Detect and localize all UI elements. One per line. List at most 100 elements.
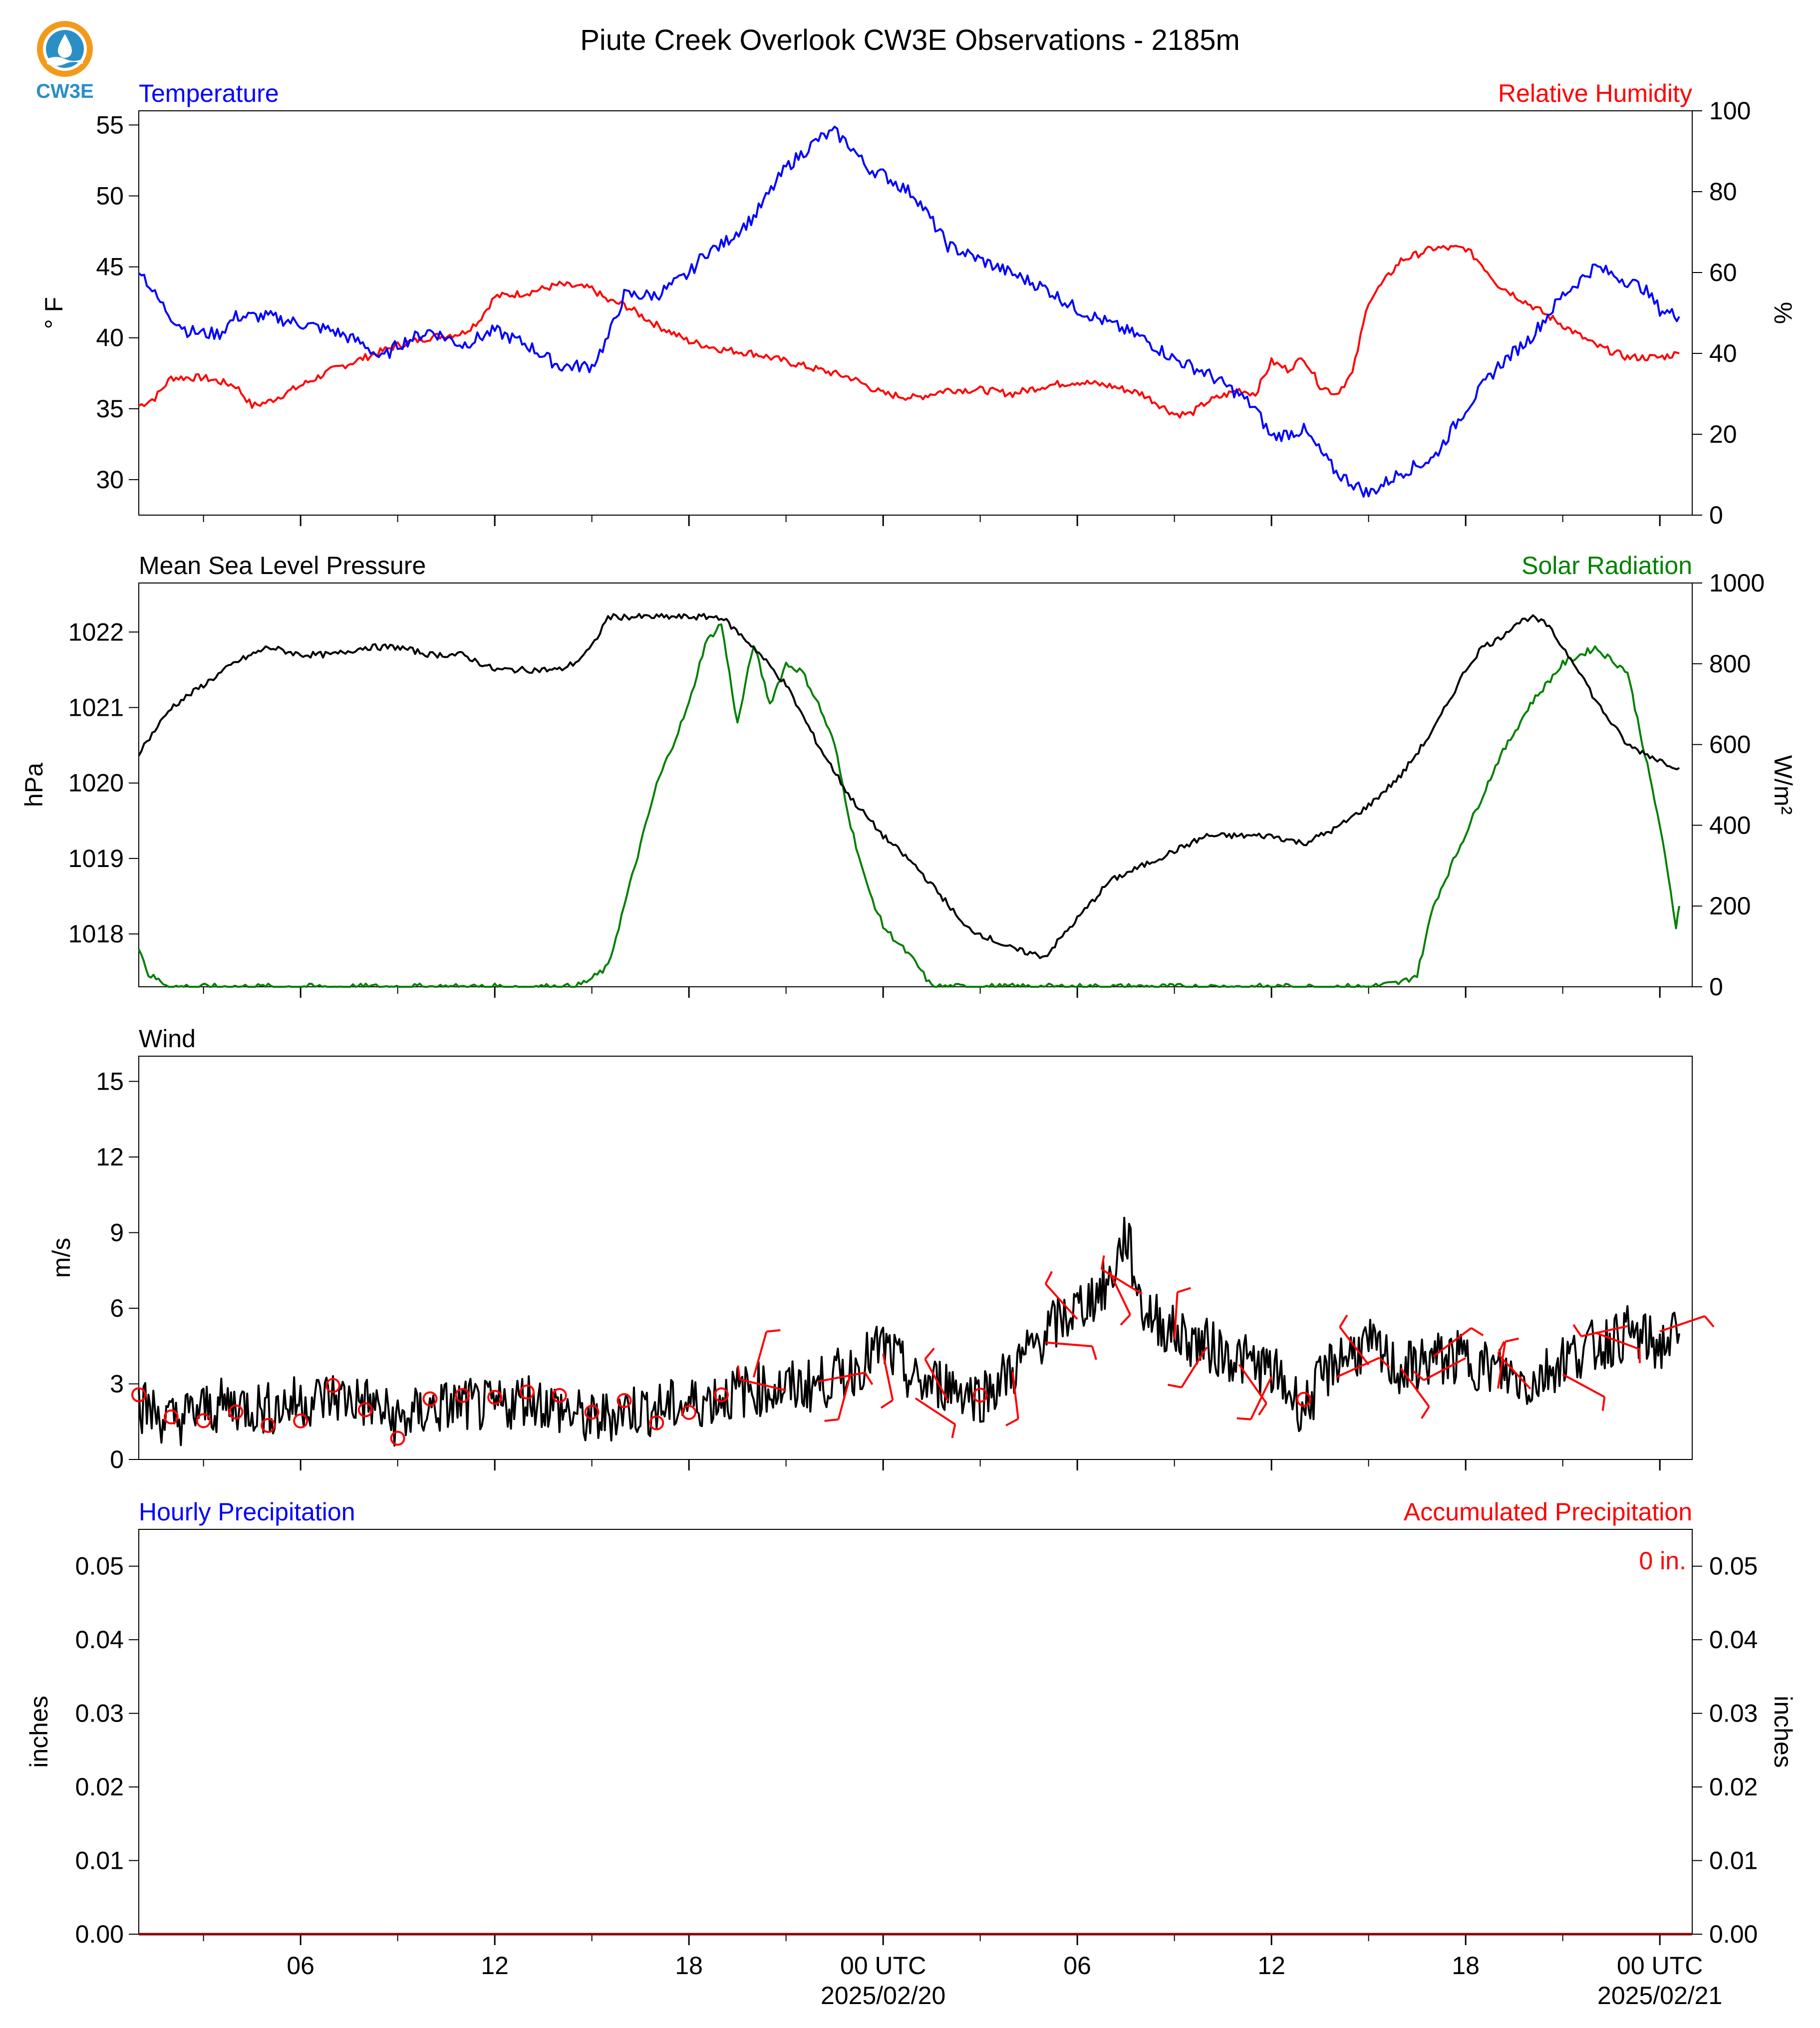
wind-barb [752, 1331, 768, 1378]
x-tick-label: 06 [1063, 1952, 1091, 1980]
precip-left-y-tick-label: 0.05 [75, 1552, 124, 1580]
wind-barb-flag [864, 1372, 874, 1385]
wind-barb [837, 1373, 852, 1420]
pressure-y-tick-label: 1022 [68, 618, 124, 646]
solar-panel-title: Solar Radiation [1521, 552, 1692, 579]
wind-y-tick-label: 12 [96, 1143, 124, 1171]
solar-y-tick-label: 400 [1709, 811, 1751, 839]
wind-panel-title: Wind [139, 1025, 196, 1053]
wind-calm-marker [487, 1390, 503, 1405]
precip-left-y-tick-label: 0.01 [75, 1847, 124, 1875]
precip-left-y-tick-label: 0.03 [75, 1700, 124, 1728]
pressure-y-tick-label: 1021 [68, 694, 124, 722]
x-tick-label: 12 [481, 1952, 509, 1980]
wind-calm-marker [163, 1409, 179, 1425]
x-tick-label: 18 [675, 1952, 703, 1980]
precip-left-y-tick-label: 0.00 [75, 1920, 124, 1948]
wind-barb-flag [1471, 1327, 1484, 1337]
wind-calm-marker [552, 1388, 567, 1403]
x-date-label: 2025/02/20 [821, 1982, 945, 2010]
temperature-y-tick-label: 50 [96, 182, 124, 210]
x-date-label: 2025/02/21 [1597, 1982, 1722, 2010]
wind-barb [1659, 1315, 1705, 1333]
precip-right-y-tick-label: 0.04 [1709, 1626, 1758, 1654]
solar-y-tick-label: 1000 [1709, 569, 1765, 597]
solar-series-line [138, 623, 1681, 988]
wind-barb [1497, 1353, 1531, 1390]
wind-calm-marker [1296, 1392, 1311, 1407]
wind-barb [1101, 1268, 1143, 1295]
temperature-frame [138, 110, 1693, 516]
pressure-y-tick-label: 1019 [68, 845, 124, 872]
x-tick-label: 18 [1452, 1952, 1480, 1980]
wind-calm-marker [584, 1405, 600, 1420]
humidity-y-axis-label: % [1769, 302, 1797, 324]
wind-y-axis-label: m/s [47, 1238, 75, 1278]
temperature-panel: Temperature Relative Humidity 30 35 40 45 50 55… [40, 79, 1797, 529]
logo-text: CW3E [36, 80, 94, 102]
wind-barb [1045, 1283, 1078, 1320]
precip-left-y-tick-label: 0.02 [75, 1773, 124, 1801]
humidity-y-tick-label: 0 [1709, 501, 1723, 529]
humidity-series-line [138, 245, 1680, 419]
wind-barb [1173, 1292, 1179, 1340]
humidity-y-tick-label: 100 [1709, 97, 1751, 125]
pressure-panel: Mean Sea Level Pressure Solar Radiation 10… [20, 552, 1797, 1001]
wind-calm-marker [649, 1415, 664, 1431]
wind-calm-marker [228, 1404, 244, 1420]
humidity-y-tick-label: 40 [1709, 339, 1737, 367]
wind-calm-marker [455, 1388, 470, 1403]
temperature-y-tick-label: 40 [96, 324, 124, 352]
temperature-y-tick-label: 35 [96, 395, 124, 423]
x-tick-label: 06 [287, 1952, 314, 1980]
wind-barb-flag [1497, 1341, 1506, 1355]
solar-y-axis-label: W/m² [1769, 755, 1797, 815]
wind-barb [1045, 1341, 1093, 1348]
wind-barb-flag [1091, 1346, 1097, 1360]
wind-barb-flag [924, 1348, 935, 1360]
wind-calm-marker [131, 1387, 146, 1403]
wind-barb [924, 1358, 949, 1402]
wind-calm-marker [293, 1413, 308, 1429]
x-tick-label: 00 UTC [840, 1952, 926, 1980]
accum-precip-panel-title: Accumulated Precipitation [1404, 1498, 1692, 1526]
temperature-y-axis-label: ° F [40, 297, 68, 329]
solar-y-tick-label: 0 [1709, 973, 1723, 1001]
temperature-y-tick-label: 30 [96, 466, 124, 494]
wind-calm-marker [681, 1405, 697, 1420]
chart-title: Piute Creek Overlook CW3E Observations -… [580, 24, 1240, 56]
temperature-y-tick-label: 55 [96, 111, 124, 139]
precip-right-y-tick-label: 0.02 [1709, 1773, 1758, 1801]
accum-precip-total: 0 in. [1639, 1547, 1686, 1575]
wind-calm-marker [616, 1393, 632, 1409]
wind-barb-flag [1120, 1314, 1131, 1326]
wind-barb-flag [737, 1365, 741, 1380]
wind-barb-flag [880, 1399, 894, 1409]
wind-barb [1181, 1347, 1208, 1388]
wind-barb-flag [1572, 1324, 1582, 1337]
precip-frame [138, 1529, 1693, 1935]
wind-barb [1562, 1373, 1605, 1398]
pressure-y-tick-label: 1018 [68, 920, 124, 948]
wind-barb-flag [1100, 1255, 1105, 1270]
wind-barb-flag [1412, 1370, 1425, 1381]
wind-barb [1433, 1327, 1472, 1358]
pressure-frame [138, 582, 1693, 987]
hourly-precip-panel-title: Hourly Precipitation [139, 1498, 355, 1526]
wind-barb-flag [824, 1418, 839, 1422]
wind-barb-flag [1339, 1314, 1348, 1328]
wind-barb [1339, 1326, 1370, 1366]
wind-barb [1109, 1271, 1131, 1315]
solar-y-tick-label: 200 [1709, 892, 1751, 920]
pressure-panel-title: Mean Sea Level Pressure [139, 552, 426, 579]
wind-panel: Wind 0 3 6 9 12 15 m/s [47, 1025, 1715, 1473]
wind-y-tick-label: 0 [110, 1446, 124, 1473]
wind-calm-marker [261, 1418, 276, 1433]
precip-y-axis-label-left: inches [25, 1696, 53, 1768]
temperature-y-tick-label: 45 [96, 253, 124, 281]
pressure-y-axis-label: hPa [20, 763, 48, 807]
wind-calm-marker [196, 1413, 211, 1429]
solar-y-tick-label: 800 [1709, 650, 1751, 678]
